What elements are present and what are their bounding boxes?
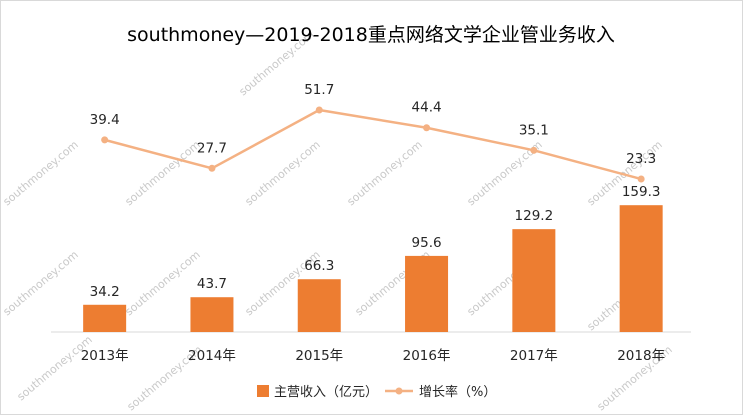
watermark-text: southmoney.com bbox=[1, 138, 81, 208]
growth-rate-value-label: 39.4 bbox=[90, 112, 120, 128]
bar-value-label: 43.7 bbox=[197, 276, 227, 292]
watermark-text: southmoney.com bbox=[15, 333, 95, 403]
growth-rate-line bbox=[104, 108, 642, 181]
bar-value-label: 129.2 bbox=[515, 208, 554, 224]
bar-revenue-2016年 bbox=[405, 255, 449, 332]
legend-label-growth: 增长率（%） bbox=[419, 384, 496, 400]
growth-rate-marker-2013年 bbox=[101, 136, 109, 144]
bar-value-label: 159.3 bbox=[622, 184, 661, 200]
line-series bbox=[101, 106, 645, 183]
watermark-text: southmoney.com bbox=[1, 248, 81, 318]
x-tick-labels: 2013年 2014年 2015年 2016年 2017年 2018年 bbox=[81, 348, 665, 364]
bar-value-label: 34.2 bbox=[90, 284, 120, 300]
bar-revenue-2013年 bbox=[83, 304, 127, 332]
growth-rate-value-label: 44.4 bbox=[412, 100, 442, 116]
bar-revenue-2018年 bbox=[619, 205, 663, 332]
x-tick-label: 2014年 bbox=[188, 348, 236, 364]
growth-rate-value-label: 27.7 bbox=[197, 140, 227, 156]
x-tick-label: 2015年 bbox=[295, 348, 343, 364]
growth-rate-marker-2016年 bbox=[423, 124, 431, 132]
x-tick-label: 2018年 bbox=[617, 348, 665, 364]
growth-rate-marker-2018年 bbox=[637, 175, 645, 183]
legend-label-revenue: 主营收入（亿元） bbox=[274, 385, 378, 400]
growth-rate-value-label: 35.1 bbox=[519, 122, 549, 138]
growth-rate-value-label: 23.3 bbox=[626, 151, 656, 167]
x-tick-label: 2013年 bbox=[81, 348, 129, 364]
bar-data-labels: 34.2 43.7 66.3 95.6 129.2 159.3 bbox=[90, 184, 661, 300]
watermark-text: southmoney.com bbox=[243, 138, 323, 208]
growth-rate-value-label: 51.7 bbox=[304, 82, 334, 98]
line-data-labels: 39.4 27.7 51.7 44.4 35.1 23.3 bbox=[90, 82, 657, 167]
legend: 主营收入（亿元） 增长率（%） bbox=[257, 384, 496, 400]
bar-series bbox=[83, 205, 663, 332]
bar-revenue-2014年 bbox=[190, 297, 234, 332]
bar-value-label: 66.3 bbox=[304, 258, 334, 274]
legend-swatch-revenue bbox=[257, 385, 269, 397]
x-tick-label: 2017年 bbox=[510, 348, 558, 364]
growth-rate-marker-2017年 bbox=[530, 146, 538, 154]
bar-revenue-2017年 bbox=[512, 229, 556, 332]
legend-swatch-growth-marker bbox=[395, 387, 403, 395]
growth-rate-marker-2015年 bbox=[315, 106, 323, 114]
bar-revenue-2015年 bbox=[297, 279, 341, 332]
growth-rate-marker-2014年 bbox=[208, 164, 216, 172]
chart-title: southmoney—2019-2018重点网络文学企业管业务收入 bbox=[127, 24, 615, 46]
bar-value-label: 95.6 bbox=[412, 235, 442, 251]
x-tick-label: 2016年 bbox=[403, 348, 451, 364]
watermark-text: southmoney.com bbox=[345, 138, 425, 208]
